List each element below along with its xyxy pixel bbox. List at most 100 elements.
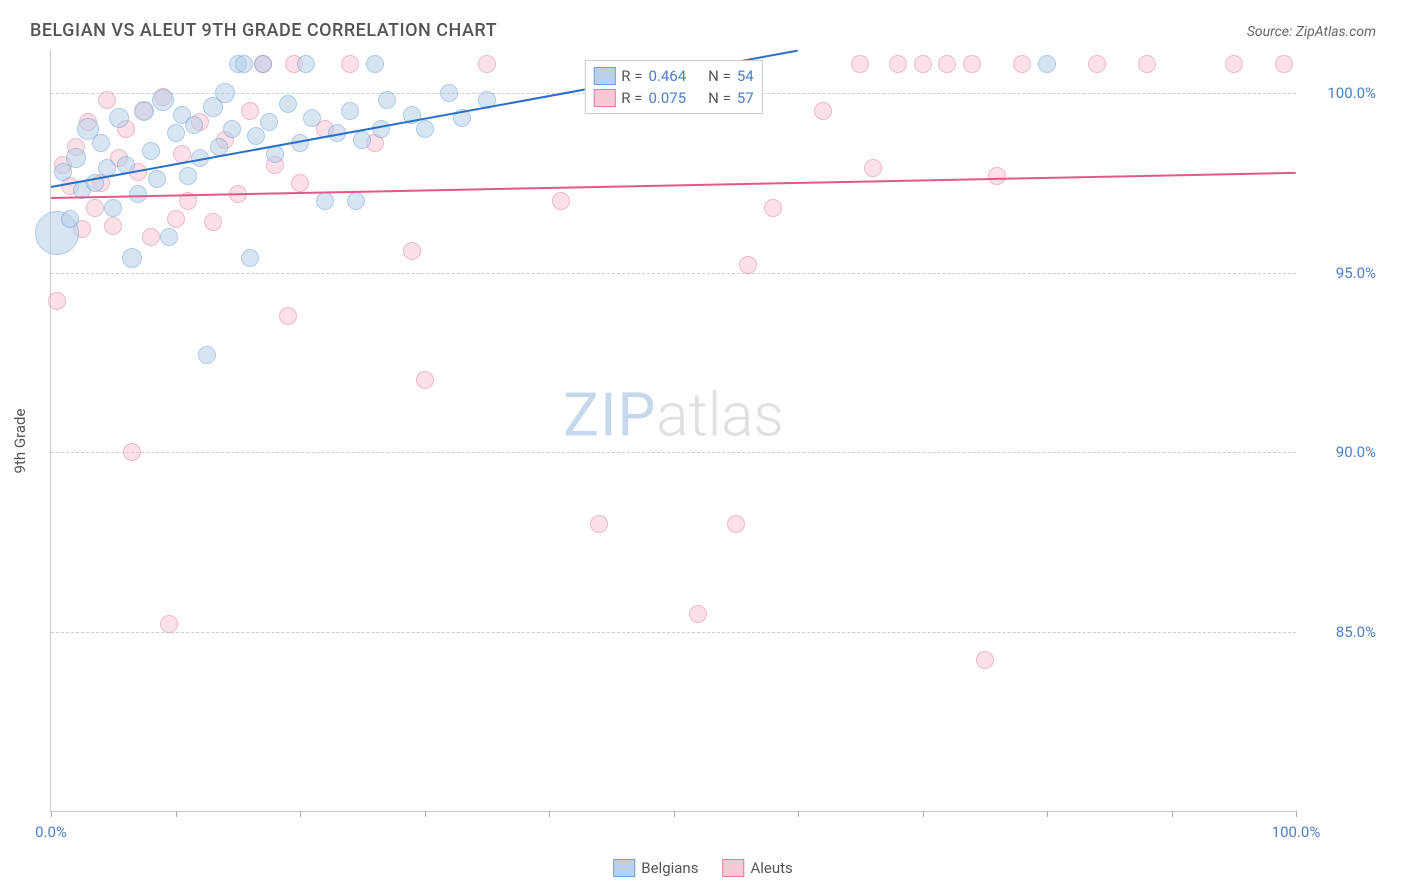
data-point xyxy=(1013,55,1031,73)
chart-title: BELGIAN VS ALEUT 9TH GRADE CORRELATION C… xyxy=(30,20,497,41)
x-tick xyxy=(923,811,924,817)
r-value: 0.075 xyxy=(648,89,686,107)
data-point xyxy=(129,185,147,203)
gridline xyxy=(51,632,1296,633)
y-tick-label: 100.0% xyxy=(1327,84,1376,102)
y-tick-label: 85.0% xyxy=(1336,623,1376,641)
data-point xyxy=(864,159,882,177)
watermark: ZIPatlas xyxy=(563,380,784,451)
data-point xyxy=(347,192,365,210)
data-point xyxy=(590,515,608,533)
y-tick-label: 90.0% xyxy=(1336,443,1376,461)
data-point xyxy=(241,249,259,267)
data-point xyxy=(198,346,216,364)
data-point xyxy=(160,615,178,633)
watermark-atlas: atlas xyxy=(656,380,784,451)
data-point xyxy=(104,199,122,217)
data-point xyxy=(148,170,166,188)
data-point xyxy=(1275,55,1293,73)
data-point xyxy=(185,116,203,134)
watermark-zip: ZIP xyxy=(563,380,656,451)
data-point xyxy=(938,55,956,73)
data-point xyxy=(764,199,782,217)
data-point xyxy=(478,55,496,73)
legend-row: R = 0.464 N = 54 xyxy=(593,65,753,87)
legend-row: R = 0.075 N = 57 xyxy=(593,87,753,109)
data-point xyxy=(341,102,359,120)
data-point xyxy=(254,55,272,73)
data-point xyxy=(341,55,359,73)
data-point xyxy=(963,55,981,73)
data-point xyxy=(134,101,154,121)
data-point xyxy=(403,242,421,260)
x-tick-label: 0.0% xyxy=(35,823,67,841)
data-point xyxy=(416,120,434,138)
data-point xyxy=(316,192,334,210)
n-value: 57 xyxy=(737,89,754,107)
n-label: N = xyxy=(708,67,731,85)
data-point xyxy=(279,307,297,325)
x-tick xyxy=(300,811,301,817)
r-value: 0.464 xyxy=(648,67,686,85)
legend-item: Aleuts xyxy=(722,859,792,877)
n-value: 54 xyxy=(737,67,754,85)
x-tick xyxy=(674,811,675,817)
r-label: R = xyxy=(621,89,642,107)
data-point xyxy=(123,443,141,461)
x-tick xyxy=(1172,811,1173,817)
data-point xyxy=(204,213,222,231)
data-point xyxy=(297,55,315,73)
legend-top: R = 0.464 N = 54 R = 0.075 N = 57 xyxy=(584,60,762,114)
x-tick xyxy=(51,811,52,817)
data-point xyxy=(914,55,932,73)
n-label: N = xyxy=(708,89,731,107)
data-point xyxy=(215,83,235,103)
data-point xyxy=(122,248,142,268)
r-label: R = xyxy=(621,67,642,85)
data-point xyxy=(851,55,869,73)
x-tick-label: 100.0% xyxy=(1272,823,1321,841)
gridline xyxy=(51,452,1296,453)
data-point xyxy=(739,256,757,274)
data-point xyxy=(241,102,259,120)
data-point xyxy=(260,113,278,131)
legend-label: Aleuts xyxy=(750,859,792,877)
data-point xyxy=(291,174,309,192)
y-tick-label: 95.0% xyxy=(1336,264,1376,282)
x-tick xyxy=(1047,811,1048,817)
chart-container: 9th Grade ZIPatlas 0.0%100.0%R =0.464N =… xyxy=(50,50,1386,832)
data-point xyxy=(142,228,160,246)
data-point xyxy=(1088,55,1106,73)
legend-item: Belgians xyxy=(613,859,698,877)
data-point xyxy=(152,89,174,111)
data-point xyxy=(179,167,197,185)
data-point xyxy=(303,109,321,127)
data-point xyxy=(160,228,178,246)
data-point xyxy=(61,210,79,228)
x-tick xyxy=(549,811,550,817)
x-tick xyxy=(798,811,799,817)
data-point xyxy=(552,192,570,210)
data-point xyxy=(66,148,86,168)
legend-bottom: Belgians Aleuts xyxy=(613,859,793,877)
plot-area: ZIPatlas 0.0%100.0%R =0.464N =54R =0.075… xyxy=(50,50,1296,812)
data-point xyxy=(142,142,160,160)
x-tick xyxy=(425,811,426,817)
data-point xyxy=(689,605,707,623)
data-point xyxy=(727,515,745,533)
data-point xyxy=(366,55,384,73)
legend-swatch xyxy=(722,859,744,877)
data-point xyxy=(372,120,390,138)
gridline xyxy=(51,273,1296,274)
data-point xyxy=(279,95,297,113)
data-point xyxy=(988,167,1006,185)
data-point xyxy=(167,210,185,228)
data-point xyxy=(235,55,253,73)
data-point xyxy=(378,91,396,109)
data-point xyxy=(48,292,66,310)
legend-label: Belgians xyxy=(641,859,698,877)
data-point xyxy=(1038,55,1056,73)
data-point xyxy=(976,651,994,669)
data-point xyxy=(109,108,129,128)
legend-swatch xyxy=(613,859,635,877)
